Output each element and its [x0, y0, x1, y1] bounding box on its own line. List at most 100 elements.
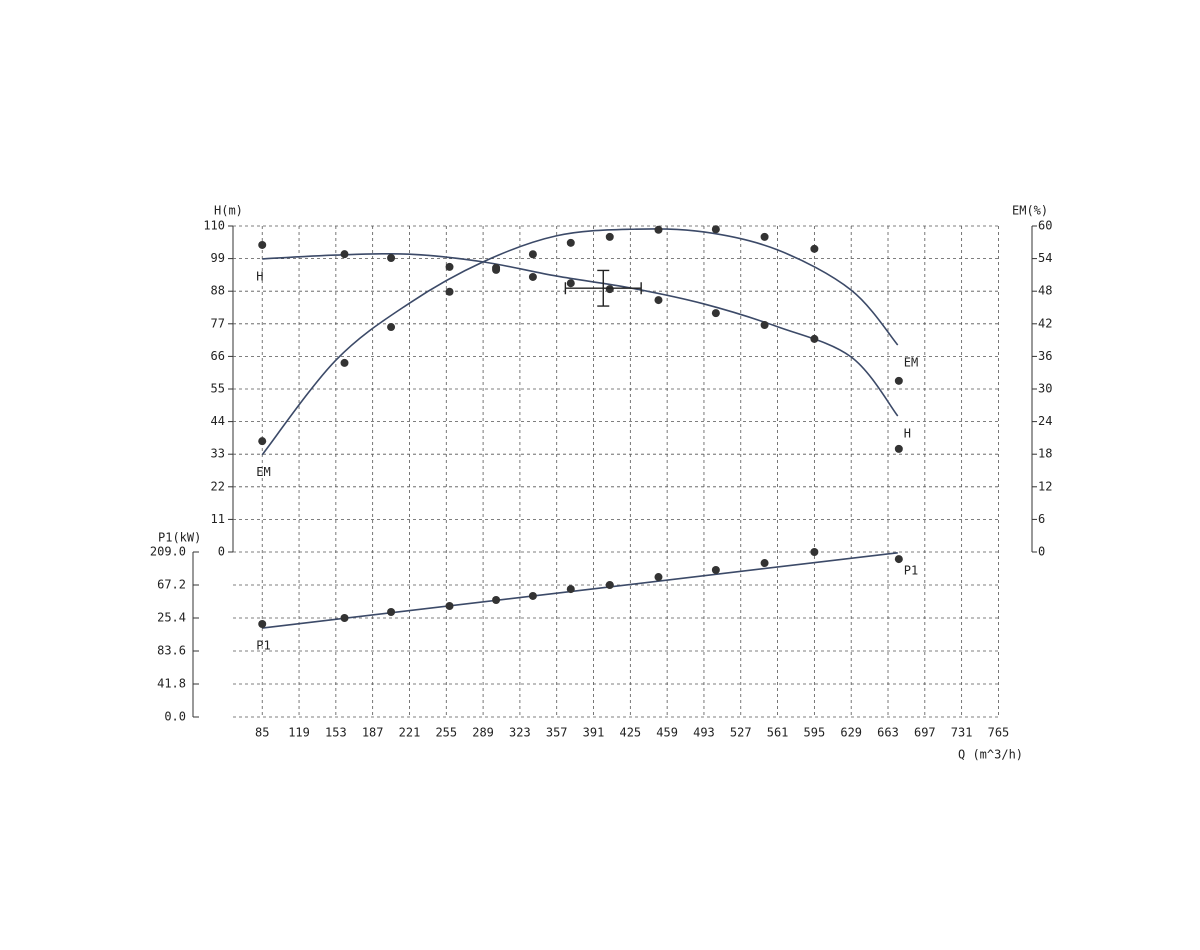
x-tick-label: 697	[914, 726, 936, 740]
y-tick-label: 99	[211, 251, 225, 265]
x-tick-label: 527	[730, 726, 752, 740]
curve-label: H	[904, 426, 911, 440]
y2-tick-label: 12	[1038, 479, 1052, 493]
data-point	[528, 250, 537, 259]
curve-label: EM	[256, 465, 270, 479]
x-tick-label: 391	[583, 726, 605, 740]
x-tick-label: 493	[693, 726, 715, 740]
data-point	[605, 581, 614, 589]
data-point	[605, 232, 614, 241]
x-axis-label: Q (m^3/h)	[958, 748, 1023, 762]
y-tick-label: 22	[211, 479, 225, 493]
data-point	[810, 334, 819, 343]
data-point	[894, 444, 903, 453]
x-tick-label: 289	[472, 726, 494, 740]
data-point	[258, 240, 267, 249]
x-tick-label: 731	[951, 726, 973, 740]
y2-tick-label: 42	[1038, 316, 1052, 330]
x-tick-label: 663	[877, 726, 899, 740]
data-point	[445, 602, 454, 610]
data-point	[894, 555, 903, 564]
y-tick-label: 66	[211, 349, 225, 363]
y3-tick-label: 209.0	[150, 545, 186, 559]
data-point	[387, 608, 396, 616]
data-point	[492, 596, 501, 604]
y3-tick-label: 67.2	[157, 578, 186, 592]
data-point	[445, 262, 454, 271]
y-tick-label: 77	[211, 316, 225, 330]
data-point	[566, 585, 575, 594]
data-point	[387, 254, 396, 263]
x-tick-label: 187	[362, 726, 384, 740]
data-point	[258, 620, 267, 628]
data-point	[711, 225, 720, 234]
y-tick-label: 44	[211, 414, 225, 428]
data-point	[760, 559, 769, 568]
data-point	[528, 591, 537, 600]
curve-label: EM	[904, 355, 918, 369]
data-point	[340, 358, 349, 367]
y2-tick-label: 6	[1038, 512, 1045, 526]
y2-tick-label: 54	[1038, 251, 1052, 265]
x-tick-label: 255	[435, 726, 457, 740]
y2-tick-label: 36	[1038, 349, 1052, 363]
curve-label: P1	[904, 563, 918, 577]
y3-axis-label: P1(kW)	[158, 531, 201, 545]
data-point	[258, 437, 267, 446]
data-point	[445, 287, 454, 296]
data-point	[760, 320, 769, 329]
curve-label: P1	[256, 639, 270, 653]
y2-tick-label: 24	[1038, 414, 1052, 428]
y-tick-label: 88	[211, 284, 225, 298]
y3-tick-label: 41.8	[157, 677, 186, 691]
y2-tick-label: 48	[1038, 284, 1052, 298]
y2-tick-label: 0	[1038, 545, 1045, 559]
data-point	[711, 566, 720, 574]
fit-curve	[261, 228, 899, 456]
x-tick-label: 323	[509, 726, 531, 740]
x-tick-label: 561	[767, 726, 789, 740]
data-point	[810, 244, 819, 253]
data-point	[711, 309, 720, 318]
y2-axis-label: EM(%)	[1012, 204, 1048, 218]
x-tick-label: 221	[399, 726, 421, 740]
y-axis-label: H(m)	[214, 204, 243, 218]
data-point	[387, 323, 396, 332]
x-tick-label: 765	[988, 726, 1010, 740]
x-tick-label: 357	[546, 726, 568, 740]
data-point	[340, 250, 349, 259]
error-cap-y	[597, 269, 610, 307]
data-point	[566, 279, 575, 288]
x-tick-label: 425	[619, 726, 641, 740]
data-point	[492, 263, 501, 272]
y-tick-label: 0	[218, 545, 225, 559]
data-point	[654, 225, 663, 234]
x-tick-label: 459	[656, 726, 678, 740]
y3-tick-label: 25.4	[157, 611, 186, 625]
data-point	[760, 232, 769, 241]
data-point	[654, 296, 663, 305]
y2-tick-label: 18	[1038, 447, 1052, 461]
x-tick-label: 85	[255, 726, 269, 740]
data-point	[894, 376, 903, 385]
data-point	[340, 614, 349, 622]
y2-tick-label: 30	[1038, 382, 1052, 396]
data-point	[654, 573, 663, 582]
y2-tick-label: 60	[1038, 219, 1052, 233]
y-tick-label: 110	[203, 219, 225, 233]
y3-tick-label: 83.6	[157, 644, 186, 658]
fit-curve	[262, 551, 898, 629]
x-tick-label: 153	[325, 726, 347, 740]
data-point	[566, 238, 575, 247]
y3-tick-label: 0.0	[164, 710, 186, 724]
error-cap-x	[564, 282, 642, 295]
x-tick-label: 629	[840, 726, 862, 740]
data-point	[605, 285, 614, 294]
x-tick-label: 119	[288, 726, 310, 740]
y-tick-label: 11	[211, 512, 225, 526]
x-tick-label: 595	[804, 726, 826, 740]
data-point	[528, 272, 537, 281]
curve-label: H	[256, 269, 263, 283]
